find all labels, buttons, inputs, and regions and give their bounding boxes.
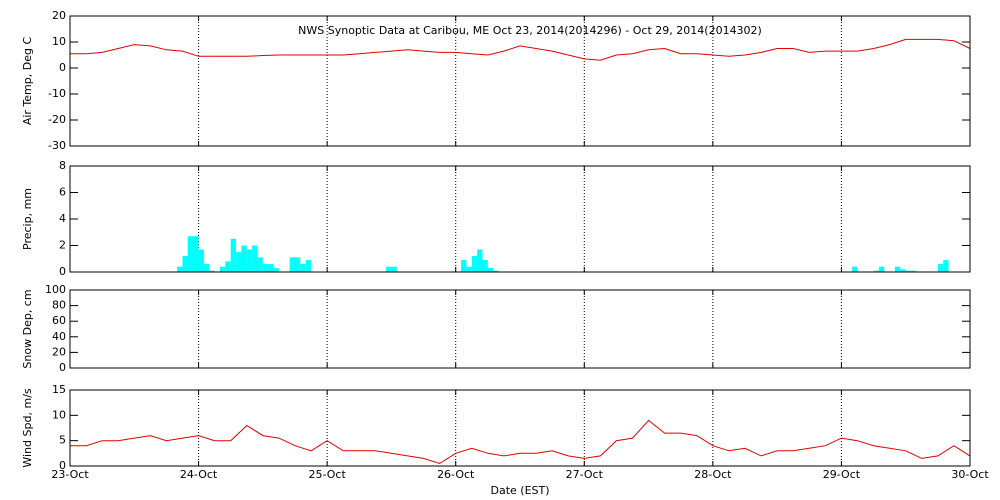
y-tick-label: 40 <box>52 330 66 343</box>
bar <box>878 266 885 272</box>
bar <box>466 266 472 272</box>
y-tick-label: -30 <box>48 139 66 152</box>
bar <box>220 266 226 272</box>
y-tick-label: 8 <box>59 159 66 172</box>
plot-frame <box>69 389 971 467</box>
bar <box>461 260 467 272</box>
plot-frame <box>69 15 971 147</box>
y-tick-label: -20 <box>48 113 66 126</box>
y-tick-label: 6 <box>59 186 66 199</box>
x-tick-label: 30-Oct <box>951 468 989 481</box>
bar <box>471 256 478 272</box>
y-tick-label: 60 <box>52 314 66 327</box>
line-series <box>70 419 971 465</box>
bar <box>943 260 949 272</box>
bar <box>305 260 312 272</box>
bar <box>230 238 237 272</box>
y-tick-label: 0 <box>59 361 66 374</box>
bar <box>873 270 879 272</box>
x-tick-label: 23-Oct <box>51 468 89 481</box>
x-tick-label: 24-Oct <box>180 468 218 481</box>
bar <box>911 270 917 272</box>
bar <box>905 270 912 272</box>
bar <box>300 264 306 272</box>
bar <box>900 269 906 272</box>
bar <box>273 268 279 272</box>
y-axis-label: Air Temp, Deg C <box>21 37 34 126</box>
y-tick-label: 0 <box>59 61 66 74</box>
bar <box>268 264 274 272</box>
bar <box>289 257 295 272</box>
x-tick-label: 27-Oct <box>566 468 604 481</box>
bar <box>177 266 183 272</box>
bar <box>487 268 494 272</box>
y-tick-label: 0 <box>59 265 66 278</box>
bar <box>257 257 263 272</box>
bar <box>482 260 488 272</box>
y-tick-label: 10 <box>52 35 66 48</box>
bar <box>241 245 247 272</box>
x-axis-label: Date (EST) <box>490 484 549 497</box>
line-series <box>70 38 971 61</box>
bar <box>193 236 199 272</box>
bar <box>493 270 499 272</box>
x-tick-label: 28-Oct <box>694 468 732 481</box>
plot-frame <box>69 289 971 369</box>
plot-frame <box>69 165 971 273</box>
y-tick-label: 100 <box>45 283 66 296</box>
bar <box>391 266 397 272</box>
bar <box>386 266 392 272</box>
y-tick-label: 20 <box>52 345 66 358</box>
y-tick-label: 80 <box>52 299 66 312</box>
y-tick-label: 15 <box>52 383 66 396</box>
x-tick-label: 25-Oct <box>308 468 346 481</box>
bar <box>246 249 253 272</box>
bar <box>477 249 483 272</box>
y-tick-label: 2 <box>59 239 66 252</box>
bar <box>262 264 269 272</box>
y-axis-label: Precip, mm <box>21 188 34 250</box>
bar <box>203 264 210 272</box>
chart-title: NWS Synoptic Data at Caribou, ME Oct 23,… <box>298 24 762 37</box>
y-tick-label: 5 <box>59 434 66 447</box>
y-tick-label: 4 <box>59 212 66 225</box>
y-axis-label: Snow Dep, cm <box>21 289 34 368</box>
bar <box>187 236 194 272</box>
bar <box>182 256 188 272</box>
bar <box>852 266 858 272</box>
bar <box>295 257 301 272</box>
bar <box>252 245 258 272</box>
x-tick-label: 26-Oct <box>437 468 475 481</box>
y-tick-label: -10 <box>48 87 66 100</box>
bar <box>198 249 204 272</box>
bar <box>937 264 944 272</box>
bar <box>209 270 215 272</box>
y-axis-label: Wind Spd, m/s <box>21 388 34 468</box>
bar <box>225 261 231 272</box>
x-tick-label: 29-Oct <box>823 468 861 481</box>
y-tick-label: 20 <box>52 9 66 22</box>
bar <box>236 252 242 272</box>
y-tick-label: 10 <box>52 408 66 421</box>
bar <box>895 266 901 272</box>
y-tick-label: 0 <box>59 459 66 472</box>
